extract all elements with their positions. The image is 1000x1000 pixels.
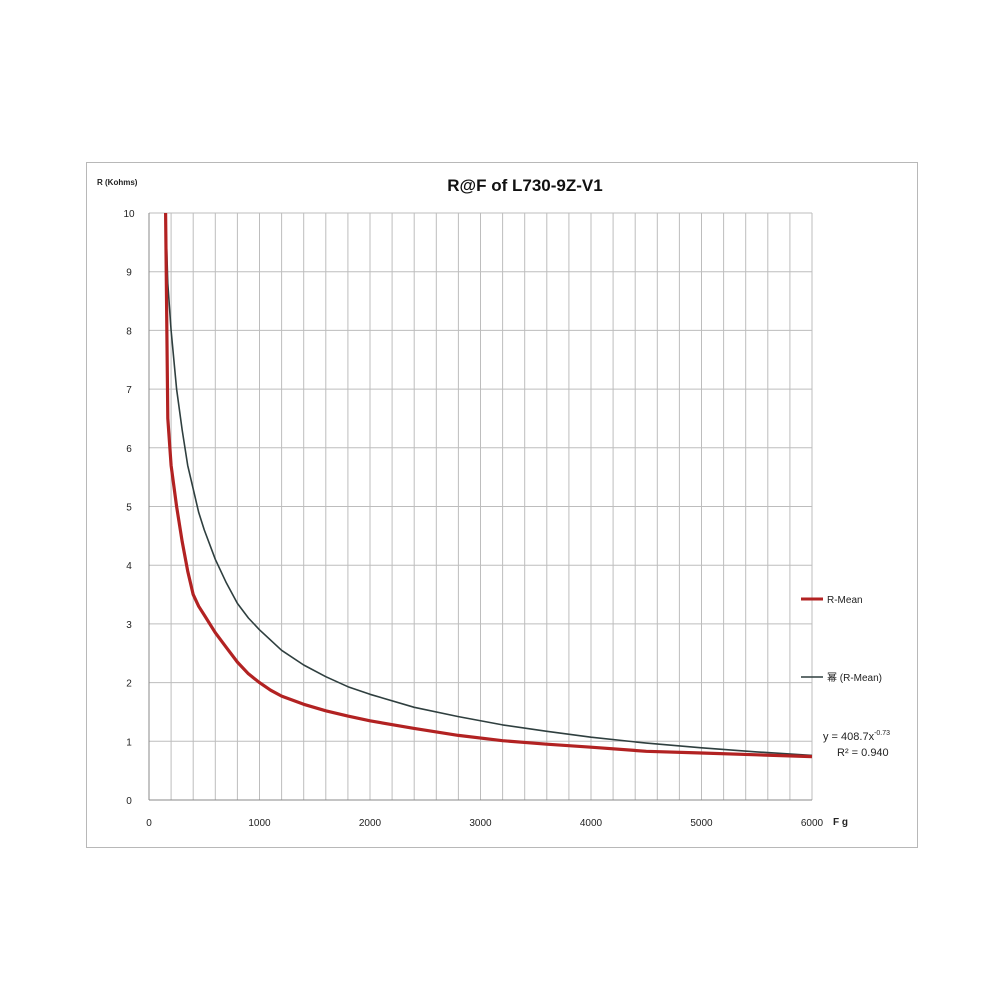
legend-label-r-mean: R-Mean — [827, 595, 863, 606]
legend-label-power-trend: 幂 (R-Mean) — [827, 672, 882, 684]
y-tick-label: 0 — [126, 796, 132, 807]
y-tick-label: 5 — [126, 503, 132, 514]
equation-exponent: -0.73 — [874, 730, 890, 737]
y-tick-label: 3 — [126, 620, 132, 631]
y-tick-label: 9 — [126, 268, 132, 279]
y-tick-label: 2 — [126, 679, 132, 690]
trendline-equation: y = 408.7x-0.73 R² = 0.940 — [823, 730, 890, 759]
y-tick-label: 1 — [126, 737, 132, 748]
y-tick-label: 8 — [126, 326, 132, 337]
x-tick-label: 0 — [146, 818, 152, 829]
x-tick-label: 4000 — [580, 818, 603, 829]
trendline-equation-text: y = 408.7x-0.73 — [823, 730, 890, 743]
y-tick-label: 4 — [126, 561, 132, 572]
x-tick-label: 3000 — [469, 818, 492, 829]
legend: R-Mean 幂 (R-Mean) — [801, 595, 882, 684]
series-layer — [164, 212, 813, 759]
y-tick-label: 6 — [126, 444, 132, 455]
y-tick-label: 10 — [123, 209, 135, 220]
x-axis-label: F g — [833, 817, 848, 828]
tick-layer: 0 1000 2000 3000 4000 5000 6000 0 1 2 3 4 5 6 7 8 9 10 — [123, 209, 823, 829]
grid-layer — [148, 212, 813, 801]
equation-base: y = 408.7x — [823, 731, 875, 743]
r-squared-text: R² = 0.940 — [837, 747, 889, 759]
y-tick-label: 7 — [126, 385, 132, 396]
y-axis-label: R (Kohms) — [97, 178, 138, 187]
series-line-power-trend — [164, 212, 813, 757]
series-line-r-mean — [164, 212, 813, 759]
chart-title: R@F of L730-9Z-V1 — [447, 176, 602, 195]
x-tick-label: 5000 — [690, 818, 713, 829]
chart-frame: R@F of L730-9Z-V1 R (Kohms) F g 0 1000 200… — [86, 162, 918, 848]
x-tick-label: 2000 — [359, 818, 382, 829]
x-tick-label: 1000 — [248, 818, 271, 829]
x-tick-label: 6000 — [801, 818, 824, 829]
chart-svg: R@F of L730-9Z-V1 R (Kohms) F g 0 1000 200… — [97, 176, 890, 829]
